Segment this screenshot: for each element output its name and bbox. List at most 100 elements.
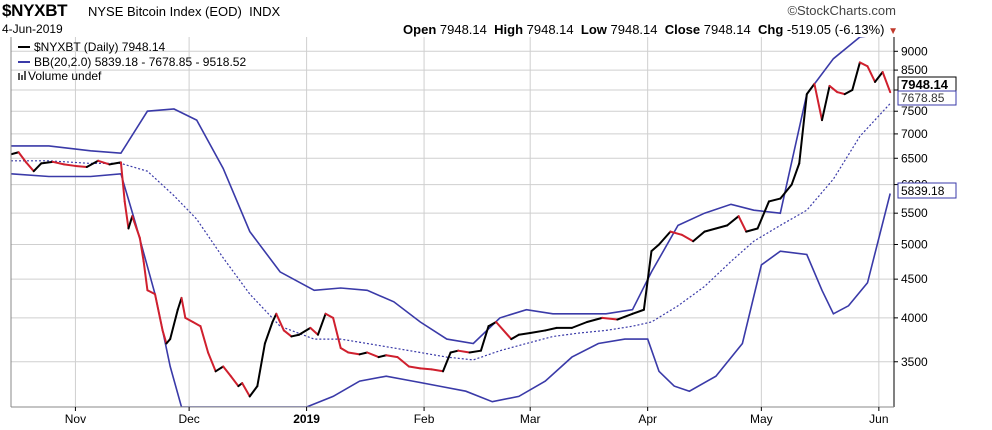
y-tick-label: 5000 bbox=[901, 238, 928, 252]
price-segment bbox=[309, 326, 319, 336]
price-segment bbox=[692, 230, 706, 243]
price-segment bbox=[745, 227, 759, 233]
price-segment bbox=[874, 71, 884, 83]
price-segment bbox=[858, 61, 869, 68]
volume-icon bbox=[18, 71, 26, 80]
price-segment bbox=[146, 289, 157, 296]
exchange-text: INDX bbox=[249, 4, 281, 19]
price-segment bbox=[161, 329, 168, 345]
price-segment bbox=[127, 215, 134, 230]
price-segment bbox=[32, 162, 43, 173]
legend-volume: Volume undef bbox=[28, 69, 102, 83]
legend-bb: BB(20,2.0) 5839.18 - 7678.85 - 9518.52 bbox=[34, 55, 246, 69]
chg-label: Chg bbox=[758, 22, 784, 37]
description-text: NYSE Bitcoin Index (EOD) bbox=[88, 4, 242, 19]
price-segment bbox=[85, 159, 100, 168]
price-segment bbox=[487, 321, 498, 328]
price-segment bbox=[820, 84, 831, 122]
price-line bbox=[11, 61, 892, 398]
price-segment bbox=[703, 227, 717, 233]
price-segment bbox=[544, 326, 558, 332]
price-segment bbox=[767, 197, 782, 203]
price-segment bbox=[756, 200, 770, 230]
y-tick-label: 9000 bbox=[901, 44, 928, 58]
price-segment bbox=[324, 312, 335, 319]
price-segment bbox=[154, 293, 164, 332]
price-segment bbox=[377, 354, 388, 359]
bb-middle-line bbox=[11, 103, 891, 361]
price-segment bbox=[263, 321, 274, 345]
price-segment bbox=[495, 321, 513, 341]
close-tag: 7948.14 bbox=[901, 77, 949, 92]
price-segment bbox=[40, 160, 54, 165]
price-segment bbox=[529, 329, 547, 335]
price-segment bbox=[316, 312, 327, 336]
stockcharts-logo[interactable]: ©StockCharts.com bbox=[787, 3, 896, 18]
grid-lines bbox=[11, 37, 894, 407]
price-segment bbox=[468, 349, 482, 354]
index-description: NYSE Bitcoin Index (EOD) INDX bbox=[88, 4, 280, 19]
price-segment bbox=[339, 346, 350, 354]
price-segment bbox=[442, 351, 452, 373]
price-segment bbox=[332, 316, 342, 349]
price-segment bbox=[680, 233, 695, 243]
price-segment bbox=[123, 200, 130, 230]
price-segment bbox=[385, 354, 399, 359]
lower-tag-box bbox=[897, 182, 957, 199]
price-segment bbox=[17, 151, 28, 164]
chart-date: 4-Jun-2019 bbox=[2, 22, 63, 36]
price-segment bbox=[248, 385, 259, 398]
y-tick-label: 4000 bbox=[901, 311, 928, 325]
price-segment bbox=[169, 308, 179, 341]
price-segment bbox=[650, 243, 661, 253]
price-segment bbox=[419, 367, 433, 371]
price-segment bbox=[407, 365, 422, 370]
lower-tag: 5839.18 bbox=[901, 184, 945, 198]
price-segment bbox=[119, 161, 126, 203]
price-segment bbox=[97, 159, 111, 166]
x-tick-label: Nov bbox=[65, 412, 86, 426]
bb-lower-line bbox=[11, 172, 891, 407]
price-segment bbox=[616, 312, 634, 321]
price-segment bbox=[813, 82, 823, 122]
price-segment bbox=[726, 215, 740, 227]
y-tick-label: 3500 bbox=[901, 355, 928, 369]
legend: $NYXBT (Daily) 7948.14 BB(20,2.0) 5839.1… bbox=[18, 40, 246, 83]
price-segment bbox=[275, 312, 285, 332]
price-segment bbox=[214, 365, 225, 373]
price-segment bbox=[207, 351, 217, 373]
low-value: 7948.14 bbox=[610, 22, 658, 37]
price-segment bbox=[828, 84, 839, 94]
price-segment bbox=[790, 162, 801, 186]
price-segment bbox=[570, 321, 589, 329]
price-segment bbox=[510, 333, 520, 341]
price-segment bbox=[184, 316, 194, 324]
price-segment bbox=[798, 93, 808, 165]
price-segment bbox=[851, 61, 861, 92]
open-value: 7948.14 bbox=[439, 22, 487, 37]
price-segment bbox=[241, 382, 251, 398]
price-segment bbox=[479, 325, 490, 352]
price-segment bbox=[843, 89, 854, 96]
price-segment bbox=[142, 260, 149, 292]
y-tick-label: 8500 bbox=[901, 63, 928, 77]
x-tick-label: Dec bbox=[178, 412, 199, 426]
price-segment bbox=[449, 349, 460, 354]
value-tags: 7948.14 7678.85 5839.18 bbox=[897, 76, 957, 199]
price-segment bbox=[191, 321, 202, 328]
price-segment bbox=[836, 91, 846, 96]
price-segment bbox=[737, 215, 748, 233]
x-tick-label: Feb bbox=[414, 412, 435, 426]
price-segment bbox=[347, 351, 361, 356]
plot-frame bbox=[10, 37, 895, 408]
price-segment bbox=[271, 312, 278, 324]
x-tick-label: Apr bbox=[638, 412, 657, 426]
price-segment bbox=[779, 183, 793, 200]
chg-value: -519.05 (-6.13%) bbox=[786, 22, 885, 37]
high-label: High bbox=[494, 22, 524, 37]
open-label: Open bbox=[403, 22, 437, 37]
x-tick-label: Jun bbox=[869, 412, 888, 426]
price-segment bbox=[131, 215, 141, 240]
symbol-title: $NYXBT bbox=[2, 1, 68, 20]
